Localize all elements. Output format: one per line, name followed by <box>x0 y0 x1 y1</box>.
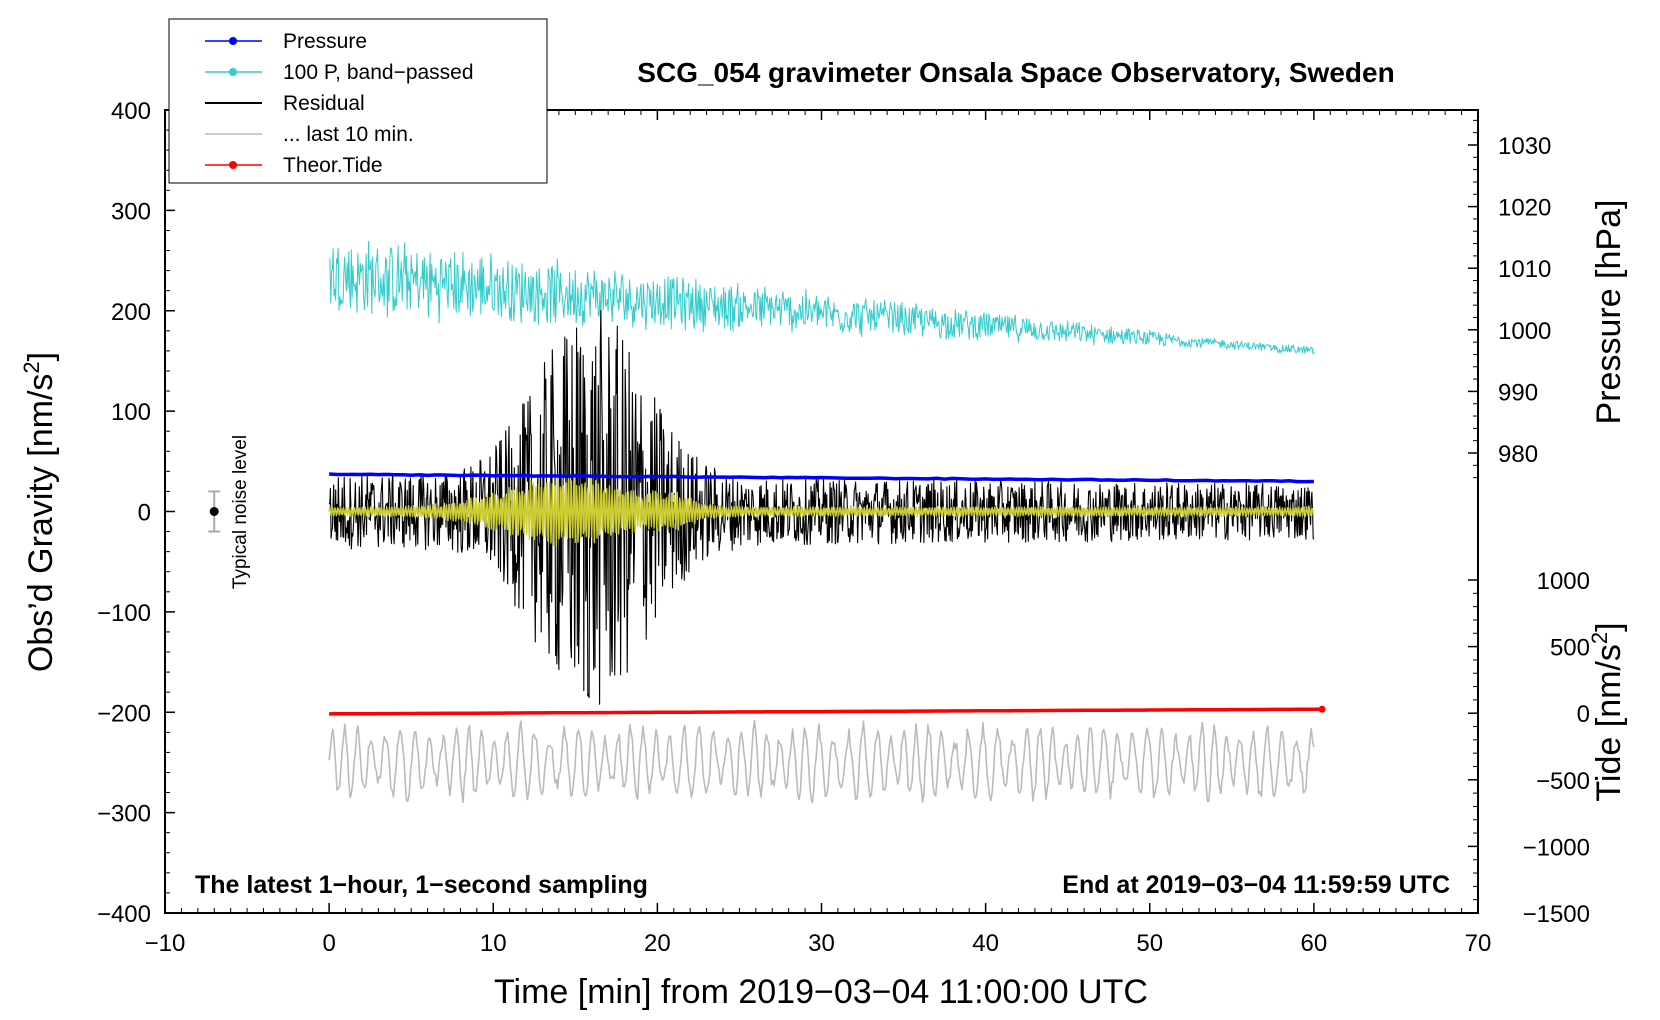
annotation-sampling: The latest 1−hour, 1−second sampling <box>195 871 648 899</box>
y-tick-label: 200 <box>111 299 151 326</box>
y-tick-label: −400 <box>97 901 151 928</box>
y-tick-label: −300 <box>97 801 151 828</box>
series-pressure <box>328 472 1314 484</box>
y-axis-title-tide-end: ] <box>1590 622 1628 631</box>
y-tick-label: 400 <box>111 98 151 125</box>
y-axis-title-left-end: ] <box>22 352 60 361</box>
series-residual-filtered <box>328 474 1314 547</box>
noise-marker <box>209 507 219 516</box>
x-tick-label: 0 <box>322 930 335 957</box>
tide-tick-label: 0 <box>1577 701 1590 728</box>
y-axis-title-left: Obs’d Gravity [nm/s2] <box>19 352 60 672</box>
tide-tick-label: 500 <box>1550 635 1590 662</box>
legend-marker <box>229 37 237 45</box>
tide-end-marker <box>1318 705 1326 713</box>
axis-ticks: −10 0 10 20 30 40 50 60 704003002001000−100−200−… <box>97 98 1590 957</box>
tide-tick-label: −1500 <box>1523 901 1590 928</box>
legend-label: Pressure <box>283 30 367 53</box>
x-tick-label: 50 <box>1136 930 1163 957</box>
legend-label: ... last 10 min. <box>283 123 414 146</box>
legend-box <box>168 18 548 184</box>
series-last-10-min <box>328 719 1315 804</box>
y-axis-title-tide-main: Tide [nm/s <box>1590 644 1628 801</box>
y-tick-label: −200 <box>97 700 151 727</box>
tide-tick-label: −500 <box>1536 768 1590 795</box>
x-tick-label: 20 <box>644 930 671 957</box>
x-tick-label: 30 <box>808 930 835 957</box>
x-tick-label: 60 <box>1301 930 1328 957</box>
chart-title: SCG_054 gravimeter Onsala Space Observat… <box>637 57 1394 88</box>
noise-level-indicator <box>208 490 221 533</box>
x-tick-label: −10 <box>145 930 186 957</box>
y-axis-title-left-sup: 2 <box>19 361 44 373</box>
legend-label: Theor.Tide <box>283 154 383 177</box>
series-theoretical-tide <box>329 707 1323 716</box>
legend-marker <box>229 161 237 169</box>
legend: Pressure 100 P, band−passed Residual ... la… <box>168 18 548 184</box>
x-tick-label: 40 <box>972 930 999 957</box>
legend-label: 100 P, band−passed <box>283 61 474 84</box>
data-series <box>328 241 1326 804</box>
pressure-tick-label: 1020 <box>1498 195 1551 222</box>
pressure-tick-label: 1030 <box>1498 133 1551 160</box>
pressure-tick-label: 1000 <box>1498 318 1551 345</box>
x-tick-label: 70 <box>1465 930 1492 957</box>
y-axis-title-left-main: Obs’d Gravity [nm/s <box>22 374 60 673</box>
annotation-end-time: End at 2019−03−04 11:59:59 UTC <box>1062 871 1450 899</box>
series-band-passed-pressure <box>328 241 1315 355</box>
legend-label: Residual <box>283 92 365 115</box>
y-tick-label: −100 <box>97 600 151 627</box>
tide-tick-label: 1000 <box>1537 568 1590 595</box>
y-axis-title-tide-sup: 2 <box>1587 632 1612 644</box>
pressure-tick-label: 1010 <box>1498 256 1551 283</box>
legend-marker <box>229 68 237 76</box>
x-axis-title: Time [min] from 2019−03−04 11:00:00 UTC <box>494 973 1148 1011</box>
y-tick-label: 100 <box>111 399 151 426</box>
pressure-tick-label: 990 <box>1498 379 1538 406</box>
y-axis-title-pressure: Pressure [hPa] <box>1590 200 1628 425</box>
y-tick-label: 0 <box>138 500 151 527</box>
y-tick-label: 300 <box>111 198 151 225</box>
y-axis-title-tide: Tide [nm/s2] <box>1587 622 1628 801</box>
tide-tick-label: −1000 <box>1523 834 1590 861</box>
pressure-tick-label: 980 <box>1498 441 1538 468</box>
legend-items: Pressure 100 P, band−passed Residual ... la… <box>205 30 474 177</box>
x-tick-label: 10 <box>480 930 507 957</box>
noise-level-label: Typical noise level <box>230 435 251 589</box>
